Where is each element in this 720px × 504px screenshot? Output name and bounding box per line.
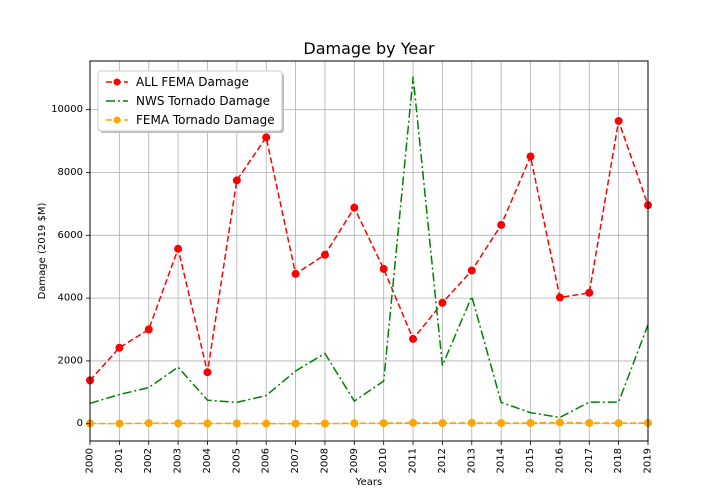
x-tick-label: 2015 [525, 448, 536, 473]
data-point [409, 418, 418, 427]
data-point [526, 418, 535, 427]
series-line [89, 76, 649, 419]
y-tick-label: 0 [77, 418, 83, 429]
legend-entry: FEMA Tornado Damage [106, 113, 275, 127]
data-point [438, 419, 447, 428]
legend-entry: NWS Tornado Damage [106, 94, 270, 108]
data-point [174, 244, 183, 253]
legend-box [97, 70, 283, 132]
data-point [291, 419, 300, 428]
x-tick-label: 2009 [349, 448, 360, 473]
data-point [262, 419, 271, 428]
legend-label: NWS Tornado Damage [136, 94, 270, 108]
x-tick-label: 2007 [290, 448, 301, 473]
data-point [614, 419, 623, 428]
data-point [379, 264, 388, 273]
data-point [320, 419, 329, 428]
x-tick-label: 2011 [408, 448, 419, 473]
x-tick-label: 2002 [143, 448, 154, 473]
x-tick-label: 2010 [378, 448, 389, 473]
legend: ALL FEMA Damage NWS Tornado Damage FEMA To… [97, 70, 284, 133]
series-line [89, 120, 649, 381]
x-axis-title: Years [355, 477, 382, 488]
data-point [232, 419, 241, 428]
y-tick-label: 10000 [51, 104, 83, 115]
x-tick-label: 2018 [613, 448, 624, 473]
data-point [555, 418, 564, 427]
series-layer [86, 76, 652, 428]
series-line [89, 421, 649, 425]
axes: 2000 2001 2002 2003 2004 2005 2006 2007 2008 2009… [51, 104, 653, 473]
data-point [379, 419, 388, 428]
data-point [144, 419, 153, 428]
data-point [115, 419, 124, 428]
data-point [497, 220, 506, 229]
y-tick-label: 2000 [58, 355, 83, 366]
data-point [291, 269, 300, 278]
data-point [585, 288, 594, 297]
data-point [350, 419, 359, 428]
y-tick-label: 4000 [58, 293, 83, 304]
data-point [497, 419, 506, 428]
data-point [526, 152, 535, 161]
data-point [144, 325, 153, 334]
legend-entry: ALL FEMA Damage [106, 75, 249, 89]
legend-label: FEMA Tornado Damage [136, 113, 275, 127]
series-1 [89, 76, 649, 419]
data-point [174, 419, 183, 428]
x-tick-label: 2016 [554, 448, 565, 473]
x-tick-label: 2003 [173, 448, 184, 473]
y-axis-title: Damage (2019 $M) [37, 203, 48, 300]
data-point [350, 203, 359, 212]
data-point [467, 266, 476, 275]
data-point [203, 368, 212, 377]
y-tick-label: 8000 [58, 167, 83, 178]
chart-title: Damage by Year [303, 39, 435, 58]
y-tick-label: 6000 [58, 230, 83, 241]
x-tick-label: 2013 [466, 448, 477, 473]
x-tick-label: 2005 [231, 448, 242, 473]
data-point [232, 176, 241, 185]
data-point [614, 116, 623, 125]
data-point [320, 250, 329, 259]
data-point [438, 298, 447, 307]
x-tick-label: 2019 [643, 448, 654, 473]
data-point [585, 418, 594, 427]
x-tick-label: 2017 [584, 448, 595, 473]
x-tick-label: 2004 [202, 448, 213, 473]
series-2 [86, 418, 652, 428]
x-tick-label: 2000 [85, 448, 96, 473]
data-point [467, 418, 476, 427]
x-tick-label: 2014 [496, 448, 507, 473]
legend-label: ALL FEMA Damage [136, 75, 249, 89]
data-point [203, 419, 212, 428]
series-0 [86, 116, 652, 385]
data-point [555, 293, 564, 302]
data-point [409, 334, 418, 343]
data-point [115, 343, 124, 352]
x-tick-label: 2008 [319, 448, 330, 473]
data-point [262, 133, 271, 142]
legend-marker [113, 116, 121, 124]
x-tick-label: 2006 [261, 448, 272, 473]
legend-marker [113, 78, 121, 86]
plot-frame [89, 60, 649, 442]
x-tick-label: 2012 [437, 448, 448, 473]
x-tick-label: 2001 [114, 448, 125, 473]
